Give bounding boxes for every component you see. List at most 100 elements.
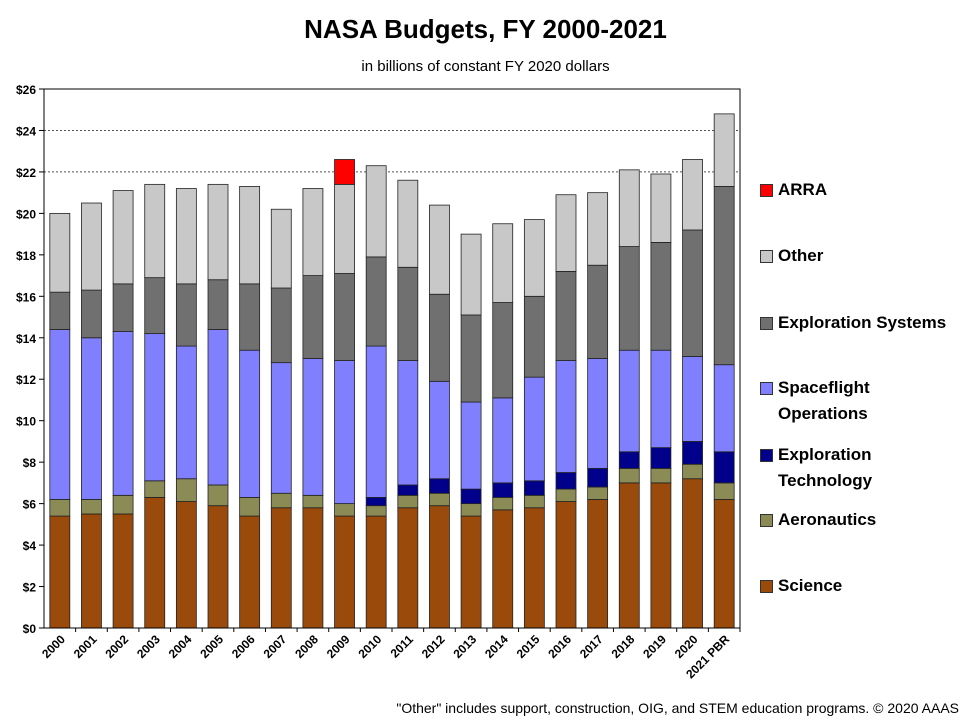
bar-segment-aeronautics-2017 xyxy=(587,486,609,500)
bar-segment-exploration-systems-2021-PBR xyxy=(713,186,735,366)
bar-segment-spaceflight-operations-2009 xyxy=(334,360,355,505)
bar-segment-aeronautics-2015 xyxy=(523,494,545,509)
bar-segment-other-2013 xyxy=(460,233,482,316)
chart-subtitle: in billions of constant FY 2020 dollars xyxy=(361,58,610,75)
x-tick-label-2017: 2017 xyxy=(577,632,606,661)
bar-segment-other-2020 xyxy=(682,159,703,231)
bar-segment-exploration-systems-2009 xyxy=(334,273,355,361)
bar-segment-spaceflight-operations-2002 xyxy=(112,331,134,496)
bar-segment-spaceflight-operations-2008 xyxy=(302,358,324,496)
bar-segment-other-2017 xyxy=(587,192,609,266)
bar-segment-science-2010 xyxy=(365,515,387,629)
bar-segment-science-2007 xyxy=(270,507,292,629)
bar-segment-aeronautics-2012 xyxy=(429,492,450,507)
bar-segment-exploration-technology-2017 xyxy=(587,467,609,488)
legend-label-arra: ARRA xyxy=(778,180,828,199)
bar-segment-science-2002 xyxy=(112,513,134,629)
bar-segment-other-2021-PBR xyxy=(713,113,735,187)
bar-segment-science-2021-PBR xyxy=(713,499,735,629)
chart-title: NASA Budgets, FY 2000-2021 xyxy=(304,14,667,44)
bar-segment-spaceflight-operations-2011 xyxy=(397,360,419,486)
bar-segment-other-2009 xyxy=(334,183,355,274)
bar-segment-science-2020 xyxy=(682,478,703,629)
bar-segment-aeronautics-2006 xyxy=(239,496,261,517)
y-tick-label-8: $8 xyxy=(23,456,37,470)
bar-segment-science-2012 xyxy=(429,505,450,629)
bar-segment-exploration-technology-2015 xyxy=(523,480,545,496)
bar-segment-aeronautics-2002 xyxy=(112,494,134,515)
bar-segment-exploration-systems-2019 xyxy=(650,242,672,351)
bar-segment-arra-2009 xyxy=(334,159,355,185)
legend-swatch-aeronautics xyxy=(760,514,773,527)
bar-segment-exploration-technology-2019 xyxy=(650,447,672,469)
y-tick-label-22: $22 xyxy=(16,166,36,180)
bar-segment-aeronautics-2008 xyxy=(302,494,324,509)
bar-segment-other-2000 xyxy=(49,212,71,293)
bar-segment-spaceflight-operations-2019 xyxy=(650,349,672,449)
x-tick-label-2001: 2001 xyxy=(71,632,100,661)
bar-segment-aeronautics-2016 xyxy=(555,488,577,502)
bar-segment-aeronautics-2005 xyxy=(207,484,229,507)
bar-segment-exploration-technology-2011 xyxy=(397,484,419,496)
bar-segment-exploration-systems-2014 xyxy=(492,302,514,399)
bar-segment-spaceflight-operations-2015 xyxy=(523,376,545,482)
bar-segment-spaceflight-operations-2010 xyxy=(365,345,387,498)
bar-segment-other-2019 xyxy=(650,173,672,243)
y-tick-label-24: $24 xyxy=(16,124,36,138)
bar-segment-exploration-systems-2010 xyxy=(365,256,387,347)
legend-label-spaceflight-operations: Spaceflight Operations xyxy=(778,378,870,423)
bar-segment-other-2010 xyxy=(365,165,387,258)
bar-segment-exploration-technology-2021-PBR xyxy=(713,451,735,484)
bar-segment-exploration-systems-2015 xyxy=(523,295,545,378)
chart-note: "Other" includes support, construction, … xyxy=(396,700,959,716)
x-tick-label-2018: 2018 xyxy=(609,632,638,661)
bar-segment-spaceflight-operations-2016 xyxy=(555,360,577,473)
bar-segment-aeronautics-2004 xyxy=(175,478,197,502)
bar-segment-science-2015 xyxy=(523,507,545,629)
legend-swatch-exploration-systems xyxy=(760,317,773,330)
bar-segment-other-2004 xyxy=(175,188,197,285)
bar-segment-exploration-technology-2010 xyxy=(365,496,387,507)
bar-segment-other-2012 xyxy=(429,204,450,295)
bar-segment-other-2016 xyxy=(555,194,577,272)
bar-segment-science-2016 xyxy=(555,501,577,629)
bar-segment-exploration-systems-2008 xyxy=(302,275,324,359)
x-tick-label-2008: 2008 xyxy=(292,632,321,661)
x-tick-label-2006: 2006 xyxy=(229,632,258,661)
bar-segment-exploration-systems-2004 xyxy=(175,283,197,347)
bar-segment-science-2017 xyxy=(587,499,609,629)
legend-label-other: Other xyxy=(778,246,824,265)
bar-segment-exploration-systems-2003 xyxy=(144,277,166,335)
bar-segment-exploration-systems-2016 xyxy=(555,271,577,361)
bar-segment-science-2000 xyxy=(49,515,71,629)
bar-segment-aeronautics-2000 xyxy=(49,499,71,517)
bar-segment-exploration-systems-2012 xyxy=(429,293,450,382)
legend-swatch-science xyxy=(760,580,773,593)
bar-segment-exploration-technology-2014 xyxy=(492,482,514,498)
bar-segment-aeronautics-2011 xyxy=(397,494,419,509)
legend-swatch-exploration-technology xyxy=(760,449,773,462)
y-tick-label-20: $20 xyxy=(16,207,36,221)
bar-segment-exploration-systems-2001 xyxy=(81,289,102,339)
x-tick-label-2007: 2007 xyxy=(261,632,290,661)
bar-segment-other-2005 xyxy=(207,183,229,281)
y-tick-label-0: $0 xyxy=(23,622,37,636)
y-tick-label-10: $10 xyxy=(16,415,36,429)
bar-segment-exploration-technology-2012 xyxy=(429,478,450,494)
legend-swatch-spaceflight-operations xyxy=(760,382,773,395)
bar-segment-science-2009 xyxy=(334,515,355,629)
bar-segment-exploration-systems-2017 xyxy=(587,264,609,359)
bar-segment-exploration-technology-2013 xyxy=(460,488,482,505)
x-tick-label-2000: 2000 xyxy=(39,632,68,661)
bar-segment-other-2001 xyxy=(81,202,102,291)
bar-segment-spaceflight-operations-2014 xyxy=(492,397,514,484)
bar-segment-aeronautics-2014 xyxy=(492,496,514,511)
bar-segment-spaceflight-operations-2004 xyxy=(175,345,197,480)
bar-segment-aeronautics-2021-PBR xyxy=(713,482,735,500)
bar-segment-spaceflight-operations-2013 xyxy=(460,401,482,490)
plot-frame xyxy=(43,88,741,629)
bar-segment-exploration-systems-2013 xyxy=(460,314,482,403)
bar-segment-exploration-systems-2006 xyxy=(239,283,261,351)
bar-segment-spaceflight-operations-2001 xyxy=(81,337,102,500)
y-tick-label-12: $12 xyxy=(16,373,36,387)
